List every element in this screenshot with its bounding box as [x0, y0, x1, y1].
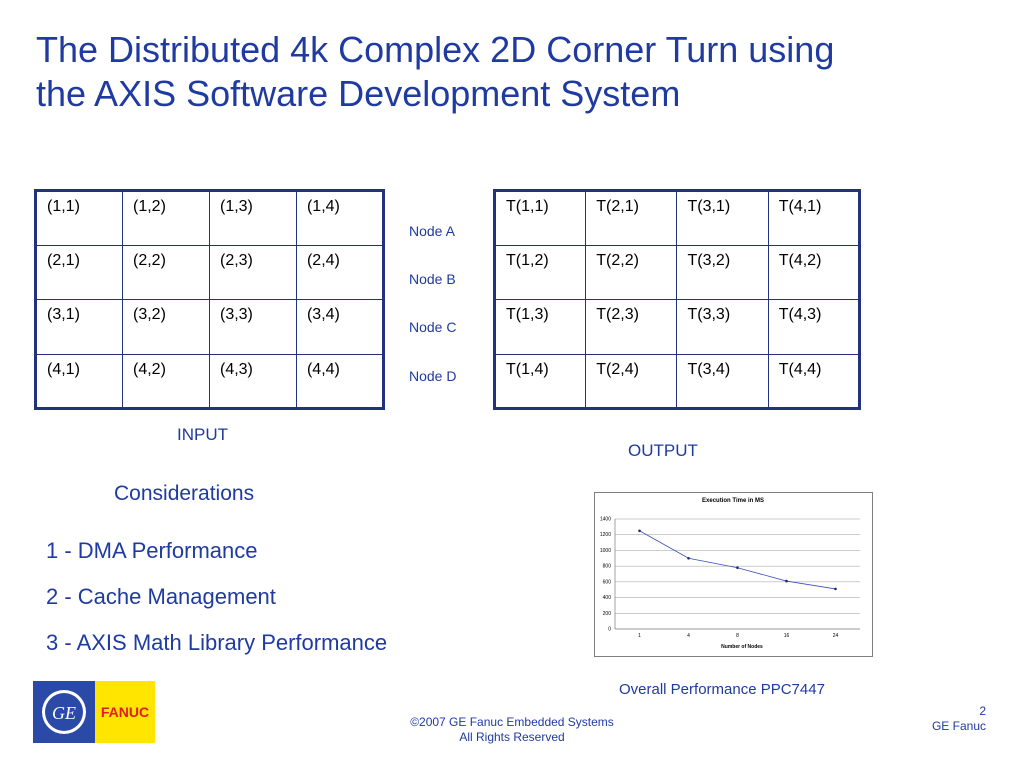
chart-x-tick-label: 24 [833, 633, 839, 639]
fanuc-logo-text: FANUC [95, 681, 155, 743]
chart-series-line [639, 530, 836, 590]
node-b-label: Node B [409, 271, 456, 287]
table-cell: T(3,3) [676, 299, 769, 355]
title-line-2: the AXIS Software Development System [36, 73, 681, 114]
table-cell: (3,1) [35, 299, 123, 355]
chart-y-tick-label: 1400 [600, 517, 611, 523]
chart-y-tick-label: 400 [603, 595, 612, 601]
table-cell: T(2,3) [585, 299, 678, 355]
table-row: (2,1) (2,2) (2,3) (2,4) [35, 244, 385, 300]
table-row: (1,1) (1,2) (1,3) (1,4) [35, 190, 385, 246]
chart-y-tick-label: 0 [608, 627, 611, 633]
chart-svg: Execution Time in MS Number of Nodes 0 20… [600, 498, 860, 650]
table-cell: (1,2) [122, 190, 210, 246]
chart-plot-area: 0 200 400 600 800 1000 1200 1400 1 4 8 16 24 [600, 517, 860, 639]
footer-brand: GE Fanuc [931, 719, 986, 733]
consideration-item: 1 - DMA Performance [46, 538, 258, 563]
table-cell: T(4,3) [767, 299, 861, 355]
title-line-1: The Distributed 4k Complex 2D Corner Tur… [36, 29, 835, 70]
table-cell: (4,3) [208, 353, 297, 409]
ge-logo-icon: GE [33, 681, 95, 743]
slide-title: The Distributed 4k Complex 2D Corner Tur… [36, 28, 996, 116]
chart-caption: Overall Performance PPC7447 [619, 681, 825, 698]
chart-x-tick-label: 1 [638, 633, 641, 639]
execution-time-chart: Execution Time in MS Number of Nodes 0 20… [594, 492, 873, 657]
consideration-item: 3 - AXIS Math Library Performance [46, 630, 388, 655]
table-cell: (1,1) [35, 190, 123, 246]
input-matrix-table: (1,1) (1,2) (1,3) (1,4) (2,1) (2,2) (2,3… [34, 189, 385, 410]
node-d-label: Node D [409, 368, 457, 384]
table-cell: (4,4) [295, 353, 385, 409]
table-cell: (2,4) [295, 244, 385, 300]
table-cell: (3,4) [295, 299, 385, 355]
table-cell: (1,3) [208, 190, 297, 246]
table-cell: T(4,2) [767, 244, 861, 300]
svg-text:GE: GE [52, 703, 76, 723]
output-label: OUTPUT [628, 441, 698, 460]
table-cell: T(4,1) [767, 190, 861, 246]
table-cell: T(1,3) [493, 299, 587, 355]
table-cell: (2,3) [208, 244, 297, 300]
chart-y-tick-label: 1000 [600, 548, 611, 554]
table-cell: (2,1) [35, 244, 123, 300]
table-cell: T(2,1) [585, 190, 678, 246]
table-cell: T(4,4) [767, 353, 861, 409]
copyright-footer: ©2007 GE Fanuc Embedded Systems All Righ… [380, 715, 644, 745]
table-cell: (3,3) [208, 299, 297, 355]
copyright-line: ©2007 GE Fanuc Embedded Systems [410, 715, 614, 729]
table-cell: T(2,2) [585, 244, 678, 300]
table-cell: (3,2) [122, 299, 210, 355]
chart-data-point [785, 579, 788, 583]
table-cell: T(1,1) [493, 190, 587, 246]
rights-line: All Rights Reserved [459, 730, 565, 744]
table-cell: (4,2) [122, 353, 210, 409]
table-cell: (2,2) [122, 244, 210, 300]
input-label: INPUT [177, 425, 228, 444]
chart-x-tick-label: 8 [736, 633, 739, 639]
considerations-heading: Considerations [114, 482, 255, 505]
table-cell: (4,1) [35, 353, 123, 409]
chart-y-tick-label: 200 [603, 611, 612, 617]
page-number-block: 2 GE Fanuc [866, 704, 986, 734]
consideration-item: 2 - Cache Management [46, 584, 276, 609]
chart-x-axis-label: Number of Nodes [721, 644, 763, 650]
table-cell: T(2,4) [585, 353, 678, 409]
ge-fanuc-logo: GE FANUC [33, 681, 155, 743]
table-cell: T(3,4) [676, 353, 769, 409]
table-row: (4,1) (4,2) (4,3) (4,4) [35, 353, 385, 409]
chart-data-point [834, 587, 837, 591]
table-cell: T(3,1) [676, 190, 769, 246]
table-row: T(1,3) T(2,3) T(3,3) T(4,3) [493, 299, 861, 355]
table-row: T(1,1) T(2,1) T(3,1) T(4,1) [493, 190, 861, 246]
chart-x-tick-label: 16 [784, 633, 790, 639]
chart-data-point [687, 556, 690, 560]
chart-y-tick-label: 600 [603, 579, 612, 585]
table-cell: T(1,4) [493, 353, 587, 409]
table-row: T(1,4) T(2,4) T(3,4) T(4,4) [493, 353, 861, 409]
node-c-label: Node C [409, 319, 457, 335]
chart-x-tick-label: 4 [687, 633, 690, 639]
chart-data-point [638, 529, 641, 533]
output-matrix-table: T(1,1) T(2,1) T(3,1) T(4,1) T(1,2) T(2,2… [493, 189, 861, 410]
chart-title: Execution Time in MS [702, 498, 764, 504]
table-row: T(1,2) T(2,2) T(3,2) T(4,2) [493, 244, 861, 300]
chart-y-tick-label: 1200 [600, 532, 611, 538]
table-row: (3,1) (3,2) (3,3) (3,4) [35, 299, 385, 355]
node-a-label: Node A [409, 223, 455, 239]
table-cell: T(1,2) [493, 244, 587, 300]
page-number: 2 [979, 704, 986, 718]
table-cell: (1,4) [295, 190, 385, 246]
chart-data-point [736, 566, 739, 570]
table-cell: T(3,2) [676, 244, 769, 300]
chart-y-tick-label: 800 [603, 564, 612, 570]
